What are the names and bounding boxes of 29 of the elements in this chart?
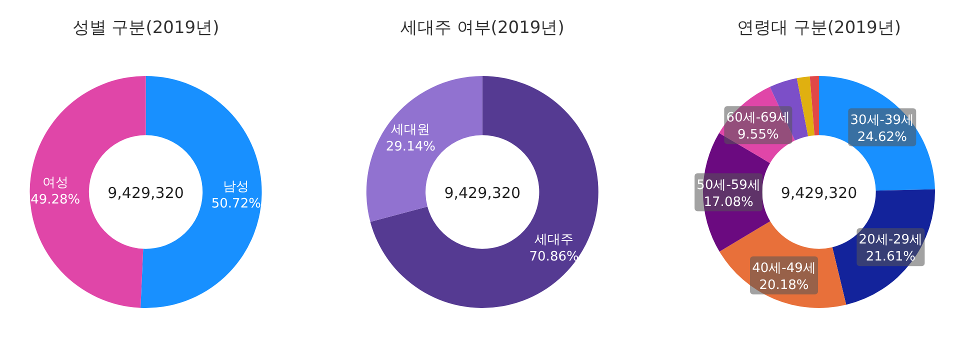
donut-slice <box>370 76 598 308</box>
data-label: 20.18% <box>759 278 809 293</box>
donut-slice <box>719 221 846 308</box>
donut-slice <box>810 76 819 136</box>
text: 9,429,320 <box>444 184 521 202</box>
text: 9,429,320 <box>108 184 184 202</box>
chart-title: 세대주 여부(2019년) <box>400 18 564 38</box>
slice-label: 세대주 <box>534 232 574 248</box>
data-label: 49.28% <box>30 192 80 208</box>
data-label: 17.08% <box>704 194 754 210</box>
data-label: 9.55% <box>738 128 779 143</box>
slice-label: 20세-29세 <box>858 232 923 248</box>
slice-label: 30세-39세 <box>850 112 914 128</box>
data-label: 50.72% <box>211 196 261 212</box>
data-label: 24.62% <box>857 130 907 145</box>
slice-label: 세대원 <box>391 122 430 138</box>
slice-label: 40세-49세 <box>752 260 816 276</box>
text: 9,429,320 <box>780 184 858 202</box>
data-label: 21.61% <box>866 250 916 265</box>
data-label: 70.86% <box>529 250 579 265</box>
slice-label: 50세-59세 <box>696 178 760 193</box>
chart-title: 성별 구분(2019년) <box>72 18 220 38</box>
data-label: 29.14% <box>386 139 436 154</box>
donut-slice <box>796 76 814 136</box>
slice-label: 60세-69세 <box>726 110 790 126</box>
donut-slice <box>719 86 795 164</box>
slice-label: 남성 <box>223 180 250 195</box>
slice-label: 여성 <box>42 175 68 190</box>
chart-title: 연령대 구분(2019년) <box>737 18 901 38</box>
